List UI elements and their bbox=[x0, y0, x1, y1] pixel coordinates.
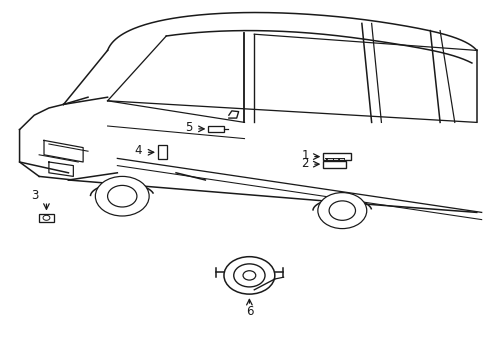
Bar bbox=[208, 126, 224, 132]
Text: 3: 3 bbox=[31, 189, 39, 202]
Bar bbox=[158, 145, 166, 159]
Circle shape bbox=[317, 193, 366, 229]
Circle shape bbox=[233, 264, 264, 287]
Circle shape bbox=[328, 201, 355, 220]
Circle shape bbox=[224, 257, 274, 294]
Text: 6: 6 bbox=[245, 305, 253, 318]
Text: 5: 5 bbox=[185, 121, 192, 134]
Polygon shape bbox=[228, 111, 238, 118]
Circle shape bbox=[95, 176, 149, 216]
Text: 1: 1 bbox=[301, 149, 308, 162]
Circle shape bbox=[243, 271, 255, 280]
Bar bbox=[322, 161, 346, 168]
Text: 4: 4 bbox=[135, 144, 142, 157]
Circle shape bbox=[107, 185, 137, 207]
Text: 2: 2 bbox=[301, 157, 308, 170]
Bar bbox=[322, 153, 350, 160]
Bar bbox=[39, 214, 54, 222]
